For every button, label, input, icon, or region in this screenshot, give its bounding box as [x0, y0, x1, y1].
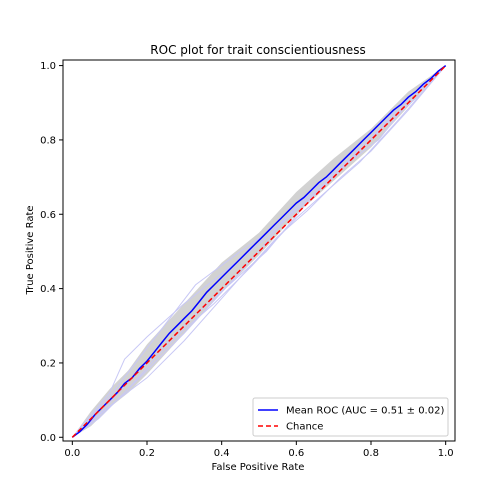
plot-frame [62, 59, 456, 442]
y-tick-label: 0.0 [40, 433, 56, 444]
x-tick-label: 0.2 [139, 448, 155, 459]
fold-roc-curve-1 [71, 65, 447, 438]
x-tick-label: 0.6 [288, 448, 304, 459]
x-tick-label: 0.8 [363, 448, 379, 459]
y-tick-label: 0.2 [40, 358, 56, 369]
y-tick-label: 1.0 [40, 61, 56, 72]
x-tick-label: 0.4 [214, 448, 230, 459]
chart-title: ROC plot for trait conscientiousness [150, 43, 365, 57]
x-tick-label: 0.0 [64, 448, 80, 459]
y-axis-label: True Positive Rate [25, 205, 36, 295]
y-tick-label: 0.4 [40, 284, 56, 295]
y-axis-ticks: 0.0 0.2 0.4 0.6 0.8 1.0 [40, 61, 63, 444]
legend-mean-roc-label: Mean ROC (AUC = 0.51 ± 0.02) [286, 406, 444, 417]
x-tick-label: 1.0 [438, 448, 454, 459]
fold-roc-curve-6 [72, 65, 447, 438]
x-axis-label: False Positive Rate [212, 462, 305, 473]
legend-chance-label: Chance [286, 422, 323, 433]
x-axis-ticks: 0.0 0.2 0.4 0.6 0.8 1.0 [64, 441, 454, 459]
y-tick-label: 0.6 [40, 210, 56, 221]
legend-box [252, 397, 449, 437]
legend: Mean ROC (AUC = 0.51 ± 0.02) Chance [252, 397, 449, 437]
series-layer [71, 64, 447, 438]
y-tick-label: 0.8 [40, 135, 56, 146]
